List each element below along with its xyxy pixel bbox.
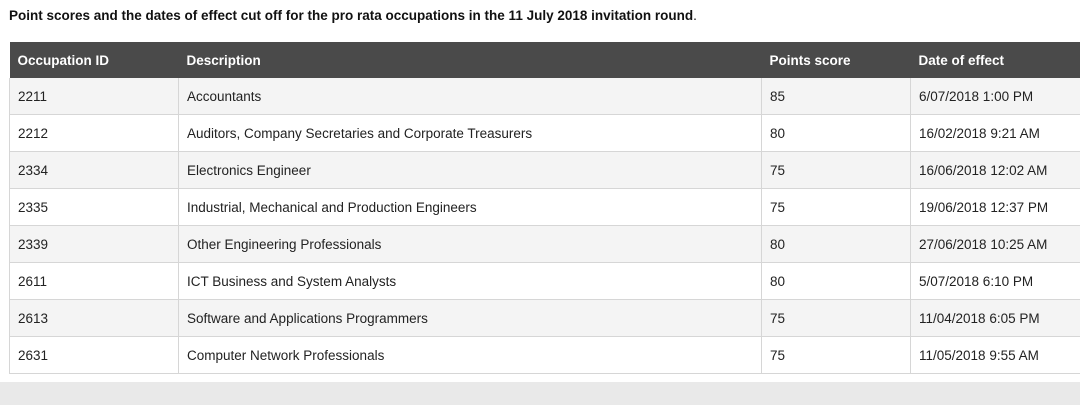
cell-date-of-effect: 6/07/2018 1:00 PM [910,78,1080,115]
cell-occupation-id: 2631 [9,336,179,374]
cell-description: Auditors, Company Secretaries and Corpor… [178,114,762,152]
cell-description: Electronics Engineer [178,151,762,189]
table-body: 2211 Accountants 85 6/07/2018 1:00 PM 22… [9,78,1080,374]
cell-description: Computer Network Professionals [178,336,762,374]
cell-description: Industrial, Mechanical and Production En… [178,188,762,226]
cell-description: Accountants [178,78,762,115]
cell-occupation-id: 2335 [9,188,179,226]
table-header: Occupation ID Description Points score D… [9,42,1080,78]
cell-occupation-id: 2334 [9,151,179,189]
cell-date-of-effect: 16/06/2018 12:02 AM [910,151,1080,189]
cell-occupation-id: 2211 [9,78,179,115]
table-row: 2211 Accountants 85 6/07/2018 1:00 PM [9,78,1080,115]
header-date-of-effect: Date of effect [910,42,1080,78]
cell-occupation-id: 2613 [9,299,179,337]
cell-description: ICT Business and System Analysts [178,262,762,300]
cell-points-score: 80 [761,262,911,300]
cell-date-of-effect: 16/02/2018 9:21 AM [910,114,1080,152]
table-header-row: Occupation ID Description Points score D… [9,42,1080,78]
cell-points-score: 75 [761,299,911,337]
table-row: 2631 Computer Network Professionals 75 1… [9,336,1080,374]
cell-date-of-effect: 19/06/2018 12:37 PM [910,188,1080,226]
header-description: Description [178,42,762,78]
table-row: 2613 Software and Applications Programme… [9,299,1080,337]
table-caption-text: Point scores and the dates of effect cut… [9,8,694,23]
cell-occupation-id: 2339 [9,225,179,263]
table-row: 2212 Auditors, Company Secretaries and C… [9,114,1080,152]
table-caption-period: . [693,8,697,23]
cell-points-score: 80 [761,225,911,263]
cell-points-score: 75 [761,336,911,374]
cell-date-of-effect: 5/07/2018 6:10 PM [910,262,1080,300]
cell-date-of-effect: 11/04/2018 6:05 PM [910,299,1080,337]
cell-occupation-id: 2611 [9,262,179,300]
header-occupation-id: Occupation ID [9,42,179,78]
cell-occupation-id: 2212 [9,114,179,152]
cell-points-score: 80 [761,114,911,152]
table-row: 2339 Other Engineering Professionals 80 … [9,225,1080,263]
cell-date-of-effect: 27/06/2018 10:25 AM [910,225,1080,263]
cell-description: Software and Applications Programmers [178,299,762,337]
cell-description: Other Engineering Professionals [178,225,762,263]
table-row: 2335 Industrial, Mechanical and Producti… [9,188,1080,226]
cell-points-score: 85 [761,78,911,115]
occupation-table: Occupation ID Description Points score D… [9,42,1080,374]
table-caption: Point scores and the dates of effect cut… [9,8,697,23]
footer-band [0,382,1080,405]
table-row: 2611 ICT Business and System Analysts 80… [9,262,1080,300]
header-points-score: Points score [761,42,911,78]
table-row: 2334 Electronics Engineer 75 16/06/2018 … [9,151,1080,189]
cell-points-score: 75 [761,151,911,189]
cell-points-score: 75 [761,188,911,226]
cell-date-of-effect: 11/05/2018 9:55 AM [910,336,1080,374]
